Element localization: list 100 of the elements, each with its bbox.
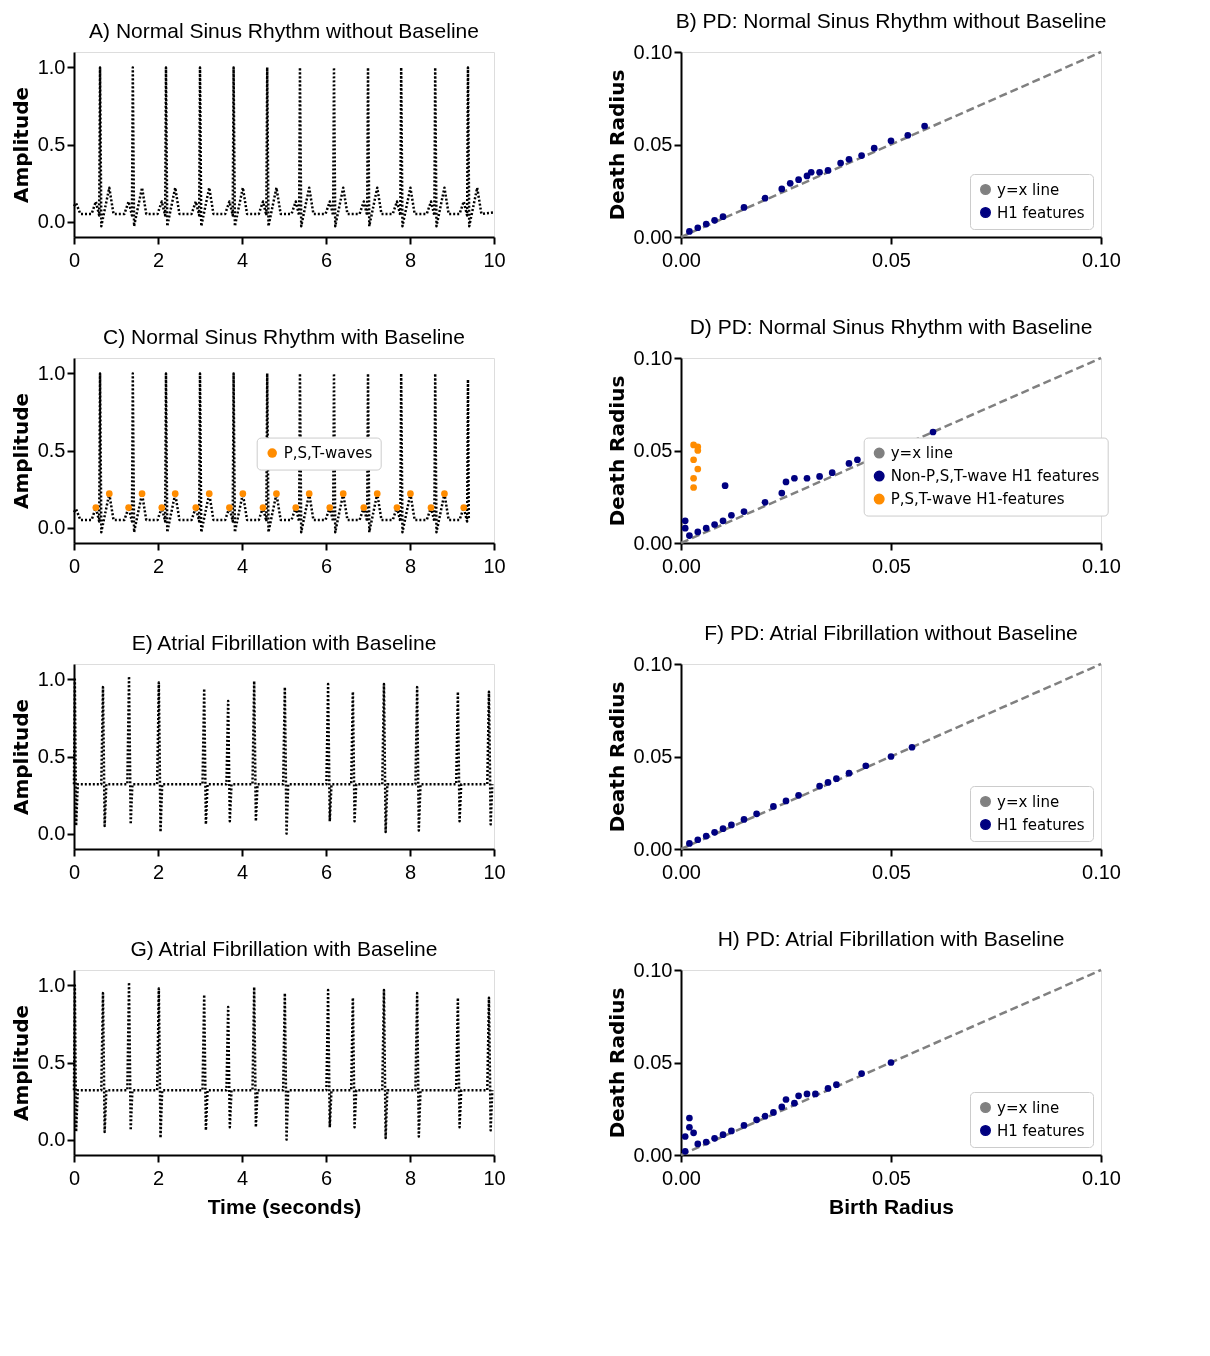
point [795, 792, 802, 799]
point [728, 511, 735, 519]
point [694, 1140, 702, 1148]
chart-title: C) Normal Sinus Rhythm with Baseline [103, 325, 465, 348]
chart-title: G) Atrial Fibrillation with Baseline [130, 937, 438, 960]
chart-title: H) PD: Atrial Fibrillation with Baseline [717, 927, 1065, 950]
point [904, 131, 912, 139]
point [929, 428, 937, 436]
y-tick-label: 1.0 [37, 667, 66, 690]
point [690, 456, 697, 464]
legend-label: y=x line [890, 444, 953, 463]
point [719, 1131, 727, 1138]
y-tick-label: 0.05 [633, 1051, 673, 1073]
y-tick-label: 0.10 [633, 346, 673, 369]
x-tick-label: 2 [152, 554, 165, 577]
x-tick-label: 0.00 [662, 1166, 701, 1189]
x-tick-label: 0.05 [872, 860, 911, 883]
y-tick-label: 0.0 [37, 1128, 66, 1151]
legend-label: y=x line [997, 792, 1060, 811]
point [686, 228, 693, 235]
y-tick-label: 0.00 [633, 1143, 673, 1166]
point [782, 797, 790, 805]
x-tick-label: 10 [483, 1166, 506, 1189]
chart-title: E) Atrial Fibrillation with Baseline [131, 631, 437, 654]
x-tick-label: 8 [404, 248, 417, 271]
point [803, 1090, 811, 1098]
point [854, 456, 861, 464]
point [887, 753, 895, 760]
point [816, 168, 823, 176]
point [816, 782, 823, 790]
x-tick-label: 10 [483, 554, 506, 577]
y-axis-title: Amplitude [8, 86, 33, 204]
point [824, 779, 832, 786]
y-tick-label: 1.0 [37, 973, 66, 996]
x-tick-label: 2 [152, 860, 165, 883]
point [887, 1059, 895, 1066]
y-tick-label: 0.10 [633, 652, 673, 675]
y-tick-label: 0.10 [633, 958, 673, 981]
x-tick-label: 0.05 [872, 1166, 911, 1189]
point [837, 159, 844, 167]
x-tick-label: 0.10 [1082, 1166, 1121, 1189]
point [795, 176, 802, 183]
point [778, 489, 786, 497]
x-tick-label: 10 [483, 860, 506, 883]
y-tick-label: 0.05 [633, 745, 673, 767]
y-tick-label: 0.05 [633, 133, 673, 155]
point [812, 1090, 819, 1098]
point [702, 220, 710, 228]
point [690, 474, 697, 482]
x-tick-label: 0 [68, 860, 81, 883]
y-axis-title: Amplitude [8, 392, 33, 510]
y-tick-label: 0.00 [633, 837, 673, 860]
y-tick-label: 0.5 [37, 1051, 66, 1073]
y-axis-title: Death Radius [604, 375, 629, 527]
point [740, 204, 748, 211]
point [694, 528, 702, 536]
y-tick-label: 0.0 [37, 210, 66, 233]
x-tick-label: 8 [404, 860, 417, 883]
point [740, 1122, 748, 1129]
y-tick-label: 0.10 [633, 40, 673, 63]
y-tick-label: 1.0 [37, 361, 66, 384]
x-tick-label: 0.00 [662, 554, 701, 577]
y-tick-label: 0.0 [37, 516, 66, 539]
y-tick-label: 0.00 [633, 531, 673, 554]
x-tick-label: 6 [320, 1166, 333, 1189]
y-axis-title: Death Radius [604, 987, 629, 1139]
legend-label: P,S,T-wave H1-features [890, 490, 1065, 509]
point [694, 465, 702, 473]
point [719, 517, 727, 525]
x-tick-label: 0.10 [1082, 860, 1121, 883]
point [761, 498, 769, 506]
point [740, 816, 748, 823]
legend-label: H1 features [997, 203, 1085, 222]
x-tick-label: 0.05 [872, 554, 911, 577]
point [845, 155, 853, 163]
point [711, 1135, 718, 1142]
point [753, 810, 760, 818]
y-tick-label: 0.0 [37, 822, 66, 845]
x-tick-label: 8 [404, 554, 417, 577]
point [728, 1127, 735, 1135]
x-tick-label: 8 [404, 1166, 417, 1189]
y-axis-title: Amplitude [8, 1004, 33, 1122]
legend-label: P,S,T-waves [283, 444, 373, 463]
point [686, 1114, 693, 1122]
point [833, 1081, 840, 1089]
x-tick-label: 0 [68, 554, 81, 577]
point [740, 508, 748, 515]
point [887, 137, 895, 145]
x-tick-label: 0.00 [662, 248, 701, 271]
point [795, 1092, 802, 1100]
point [711, 521, 718, 528]
point [681, 1133, 689, 1140]
y-axis-title: Death Radius [604, 69, 629, 221]
point [711, 217, 718, 224]
x-tick-label: 6 [320, 554, 333, 577]
point [824, 1085, 832, 1092]
point [711, 829, 718, 836]
point [908, 743, 916, 751]
point [782, 1096, 790, 1103]
point [694, 224, 702, 232]
